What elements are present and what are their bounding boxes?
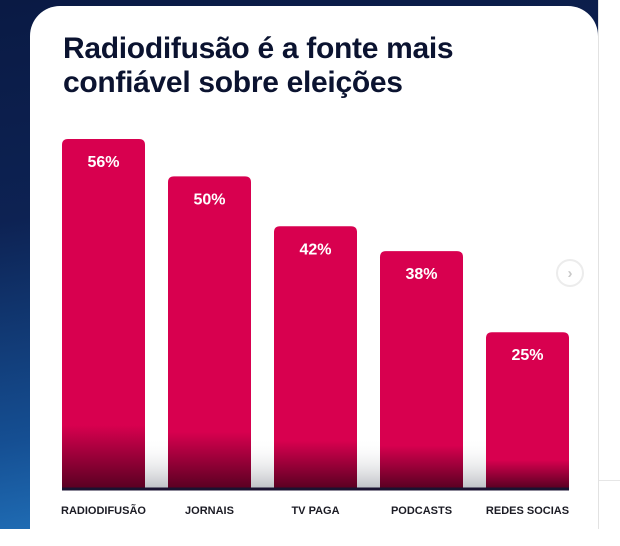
bar-chart: 56% RADIODIFUSÃO 50% JORNAIS 42% TV PAGA 38% PO… xyxy=(61,139,569,517)
category-label: JORNAIS xyxy=(185,505,234,517)
bar-jornais xyxy=(168,176,251,488)
bar-podcasts xyxy=(380,251,463,488)
bar-gap-shadow xyxy=(145,438,168,488)
bar-tv-paga xyxy=(274,226,357,488)
bar-gap-shadow xyxy=(463,438,486,488)
data-label: 38% xyxy=(405,266,437,283)
category-label: TV PAGA xyxy=(291,505,339,517)
chevron-right-icon: › xyxy=(567,264,573,282)
right-panel xyxy=(598,0,620,529)
bar-gap-shadow xyxy=(251,438,274,488)
bar-redes-socias xyxy=(486,332,569,488)
data-label: 56% xyxy=(87,154,119,171)
data-label: 50% xyxy=(193,191,225,208)
bar-gap-shadow xyxy=(357,438,380,488)
category-label: PODCASTS xyxy=(391,505,452,517)
data-label: 25% xyxy=(511,347,543,364)
category-label: REDES SOCIAS xyxy=(486,505,569,517)
data-label: 42% xyxy=(299,241,331,258)
category-label: RADIODIFUSÃO xyxy=(61,504,146,517)
bar-radiodifus-o xyxy=(62,139,145,488)
chart-title: Radiodifusão é a fonte mais confiável so… xyxy=(63,32,454,99)
divider xyxy=(599,480,620,481)
next-slide-button[interactable]: › xyxy=(556,259,584,287)
